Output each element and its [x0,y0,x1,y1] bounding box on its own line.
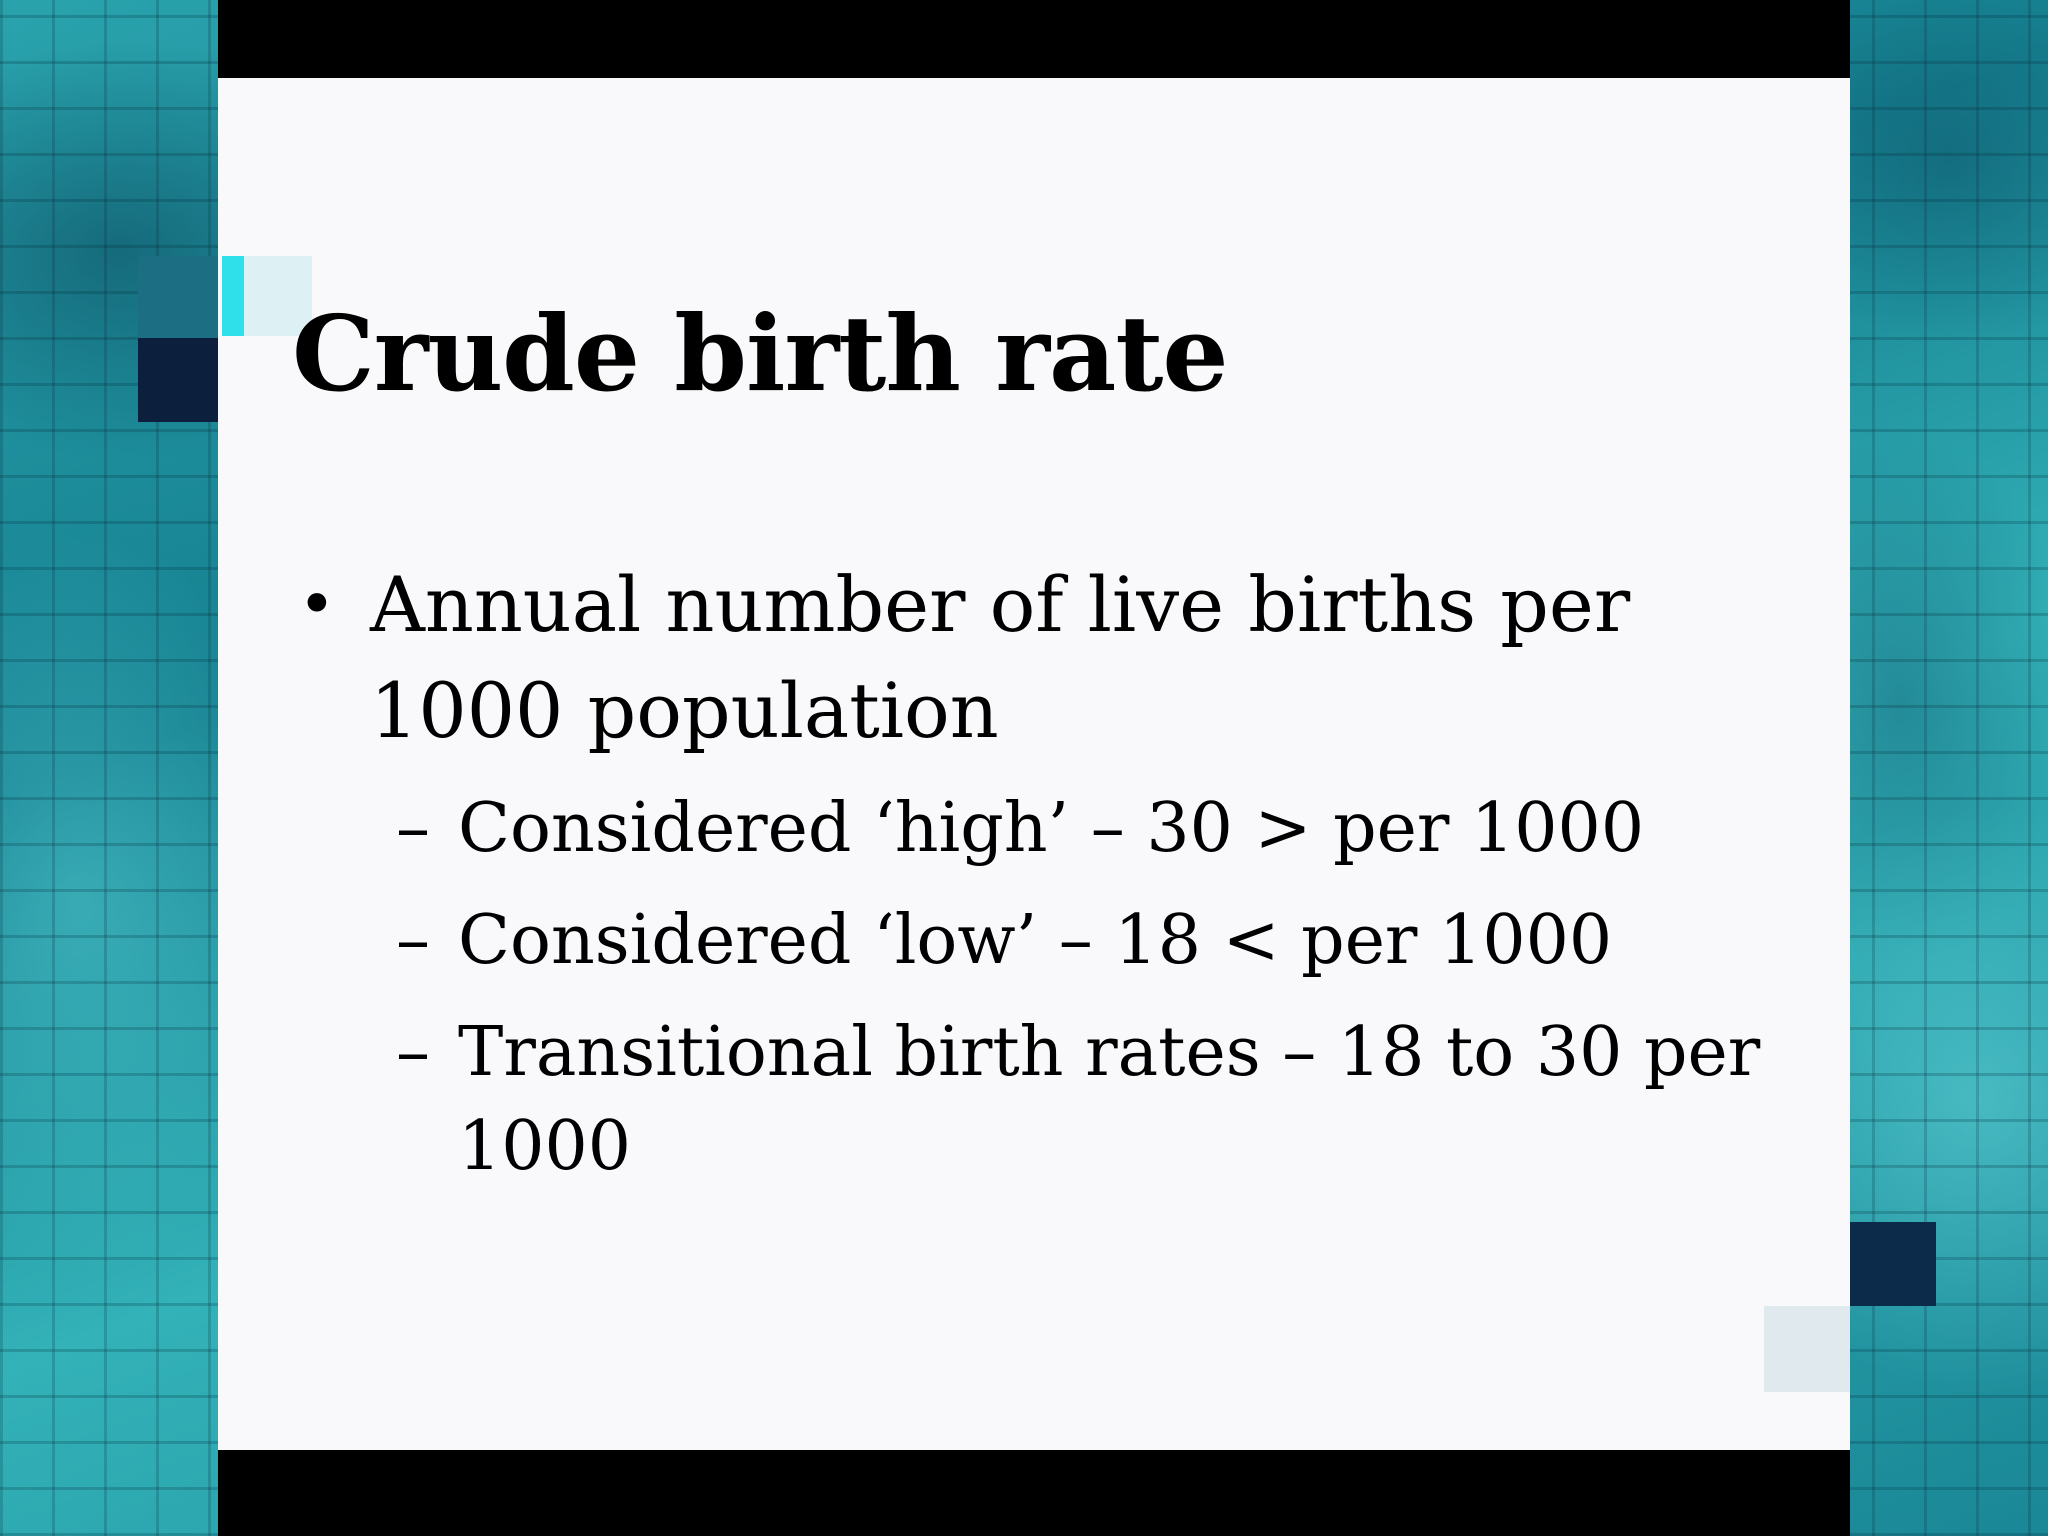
decorative-tile [138,256,222,338]
decorative-tile [1850,1222,1936,1306]
bullet-marker: • [298,568,336,642]
bottom-black-bar [218,1450,1850,1536]
top-black-bar [218,0,1850,78]
sub-bullet-text: Considered ‘low’ – 18 < per 1000 [458,901,1613,980]
dash-marker: – [396,1013,430,1092]
dash-marker: – [396,901,430,980]
bullet-text: Annual number of live births per 1000 po… [370,560,1631,755]
decorative-tile [138,338,222,422]
sub-bullet-text: Considered ‘high’ – 30 > per 1000 [458,789,1645,868]
slide-panel [218,0,1850,1536]
decorative-tile [1764,1306,1850,1392]
dash-marker: – [396,789,430,868]
sub-bullet-item: – Transitional birth rates – 18 to 30 pe… [298,1006,1798,1194]
bullet-item: • Annual number of live births per 1000 … [298,552,1798,764]
sub-bullet-item: – Considered ‘low’ – 18 < per 1000 [298,894,1798,988]
sub-bullet-text: Transitional birth rates – 18 to 30 per … [458,1013,1761,1186]
sub-bullet-item: – Considered ‘high’ – 30 > per 1000 [298,782,1798,876]
slide-body: • Annual number of live births per 1000 … [298,552,1798,1194]
decorative-tile [222,256,244,336]
slide-title: Crude birth rate [292,292,1229,415]
